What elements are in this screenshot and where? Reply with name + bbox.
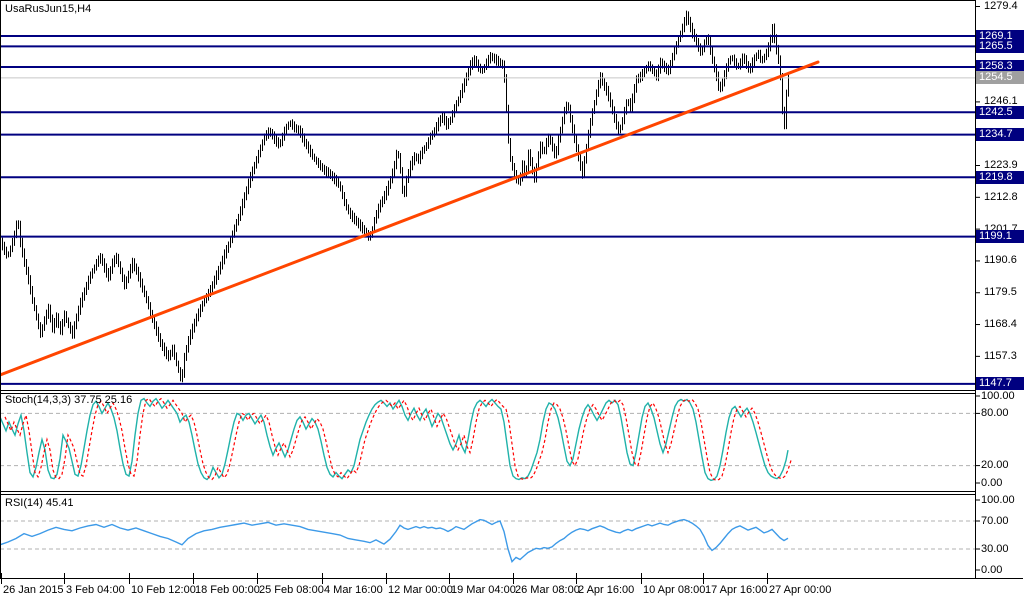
stoch-main-line <box>0 397 789 482</box>
trendline[interactable] <box>0 60 820 377</box>
rsi-pane[interactable] <box>0 494 975 578</box>
stoch-pane[interactable] <box>0 391 975 491</box>
time-axis[interactable] <box>0 579 1024 600</box>
rsi-line <box>0 518 789 563</box>
candlesticks <box>0 10 789 383</box>
price-axis[interactable] <box>976 0 1024 578</box>
stoch-signal-line <box>4 397 792 482</box>
price-pane[interactable] <box>0 0 975 390</box>
level-lines <box>0 35 975 385</box>
panel-borders <box>0 0 1023 579</box>
